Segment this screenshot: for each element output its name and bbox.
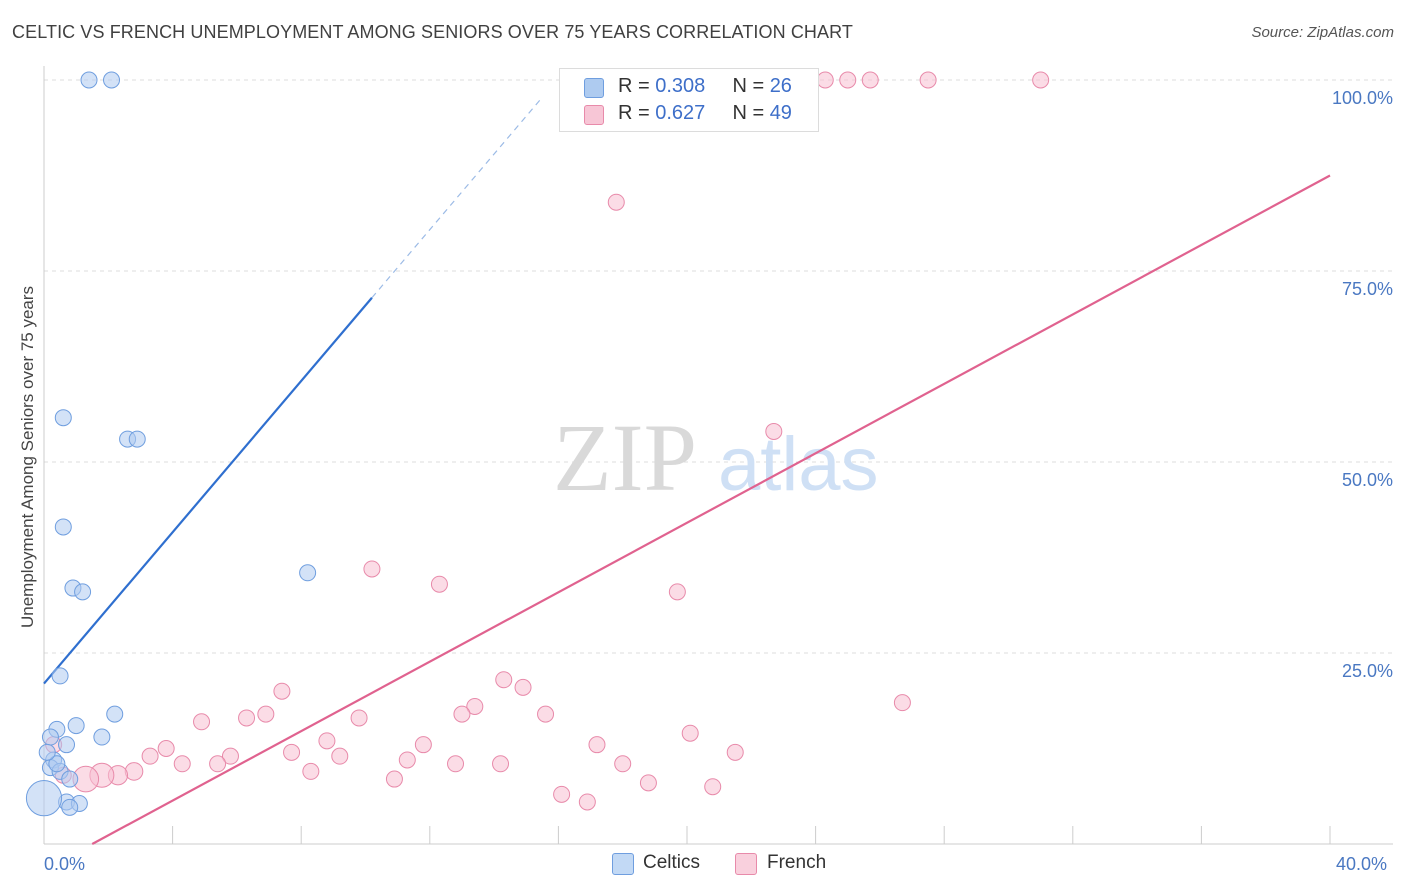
point-french xyxy=(681,724,699,742)
axes xyxy=(43,66,1393,845)
point-french xyxy=(221,747,239,765)
point-french xyxy=(398,751,416,769)
point-french xyxy=(614,755,632,773)
point-french xyxy=(430,575,448,593)
watermark: ZIP atlas xyxy=(553,404,879,511)
legend-swatch-celtics xyxy=(612,853,634,875)
point-french xyxy=(466,697,484,715)
point-french xyxy=(453,705,471,723)
point-french xyxy=(385,770,403,788)
legend-swatch-french xyxy=(584,105,604,125)
point-celtics xyxy=(61,770,79,788)
point-french xyxy=(173,755,191,773)
point-french xyxy=(414,736,432,754)
x-tick-min: 0.0% xyxy=(44,854,85,874)
point-french xyxy=(141,747,159,765)
trendline-french xyxy=(91,174,1331,845)
legend-r-label: R = xyxy=(618,75,650,97)
legend-label-celtics: Celtics xyxy=(643,852,701,873)
legend-n-label: N = xyxy=(732,102,765,124)
point-french xyxy=(209,755,227,773)
chart-title: CELTIC VS FRENCH UNEMPLOYMENT AMONG SENI… xyxy=(12,22,853,42)
point-french xyxy=(302,762,320,780)
legend-r-celtics: 0.308 xyxy=(655,75,706,97)
point-french xyxy=(668,583,686,601)
point-french xyxy=(726,743,744,761)
y-axis-label: Unemployment Among Seniors over 75 years xyxy=(18,286,37,628)
point-celtics xyxy=(51,667,69,685)
point-french xyxy=(588,736,606,754)
point-french xyxy=(765,422,783,440)
point-celtics xyxy=(80,71,98,89)
legend-n-celtics: 26 xyxy=(769,75,792,97)
point-french xyxy=(193,713,211,731)
point-french xyxy=(238,709,256,727)
tick-labels: 0.0% 40.0% 25.0% 50.0% 75.0% 100.0% xyxy=(44,88,1393,874)
point-french xyxy=(704,778,722,796)
x-tick-max: 40.0% xyxy=(1336,854,1387,874)
legend-r-label: R = xyxy=(618,102,650,124)
watermark-atlas: atlas xyxy=(718,422,879,507)
point-celtics xyxy=(299,564,317,582)
point-french xyxy=(363,560,381,578)
point-french xyxy=(607,193,625,211)
point-french xyxy=(492,755,510,773)
point-french xyxy=(537,705,555,723)
point-celtics xyxy=(93,728,111,746)
point-french xyxy=(157,740,175,757)
point-celtics xyxy=(41,728,59,746)
point-celtics xyxy=(25,780,63,817)
legend-label-french: French xyxy=(767,852,827,873)
point-celtics xyxy=(67,717,85,735)
point-french xyxy=(514,678,532,696)
point-french xyxy=(447,755,465,773)
point-french xyxy=(495,671,513,689)
point-celtics xyxy=(38,743,56,761)
legend-swatch-french xyxy=(735,853,757,875)
point-french xyxy=(1032,71,1050,89)
point-french xyxy=(318,732,336,750)
point-french xyxy=(578,793,596,811)
point-celtics xyxy=(106,705,124,723)
point-french xyxy=(124,762,144,781)
point-celtics xyxy=(54,518,72,536)
trend-lines xyxy=(43,96,1331,845)
y-tick-25: 25.0% xyxy=(1342,661,1393,681)
point-celtics xyxy=(74,583,92,601)
y-tick-50: 50.0% xyxy=(1342,470,1393,490)
series-legend: Celtics French xyxy=(0,852,1406,878)
y-tick-100: 100.0% xyxy=(1332,88,1393,108)
point-celtics xyxy=(54,409,72,427)
point-celtics xyxy=(48,755,66,773)
legend-swatch-celtics xyxy=(584,78,604,98)
point-french xyxy=(283,743,301,761)
point-french xyxy=(893,694,911,712)
data-points xyxy=(25,71,1050,817)
point-french xyxy=(839,71,857,89)
legend-n-french: 49 xyxy=(769,102,792,124)
grid-lines xyxy=(44,79,1393,654)
point-celtics xyxy=(128,430,146,448)
point-french xyxy=(861,71,879,89)
point-celtics xyxy=(103,71,121,89)
trendline-celtics xyxy=(43,297,373,685)
source-label: Source: ZipAtlas.com xyxy=(1251,24,1394,41)
point-french xyxy=(331,747,349,765)
point-french xyxy=(553,785,571,803)
point-celtics xyxy=(61,798,79,816)
trendline-celtics-extension xyxy=(371,96,543,299)
legend-n-label: N = xyxy=(732,75,765,97)
point-french xyxy=(639,774,657,792)
point-french xyxy=(816,71,834,89)
point-french xyxy=(273,682,291,700)
watermark-zip: ZIP xyxy=(553,404,697,511)
y-tick-75: 75.0% xyxy=(1342,279,1393,299)
legend-r-french: 0.627 xyxy=(655,102,706,124)
point-french xyxy=(350,709,368,727)
correlation-legend: R = 0.308 N = 26 R = 0.627 N = 49 xyxy=(559,68,819,132)
point-celtics xyxy=(58,736,76,754)
point-french xyxy=(257,705,275,723)
point-french xyxy=(919,71,937,89)
